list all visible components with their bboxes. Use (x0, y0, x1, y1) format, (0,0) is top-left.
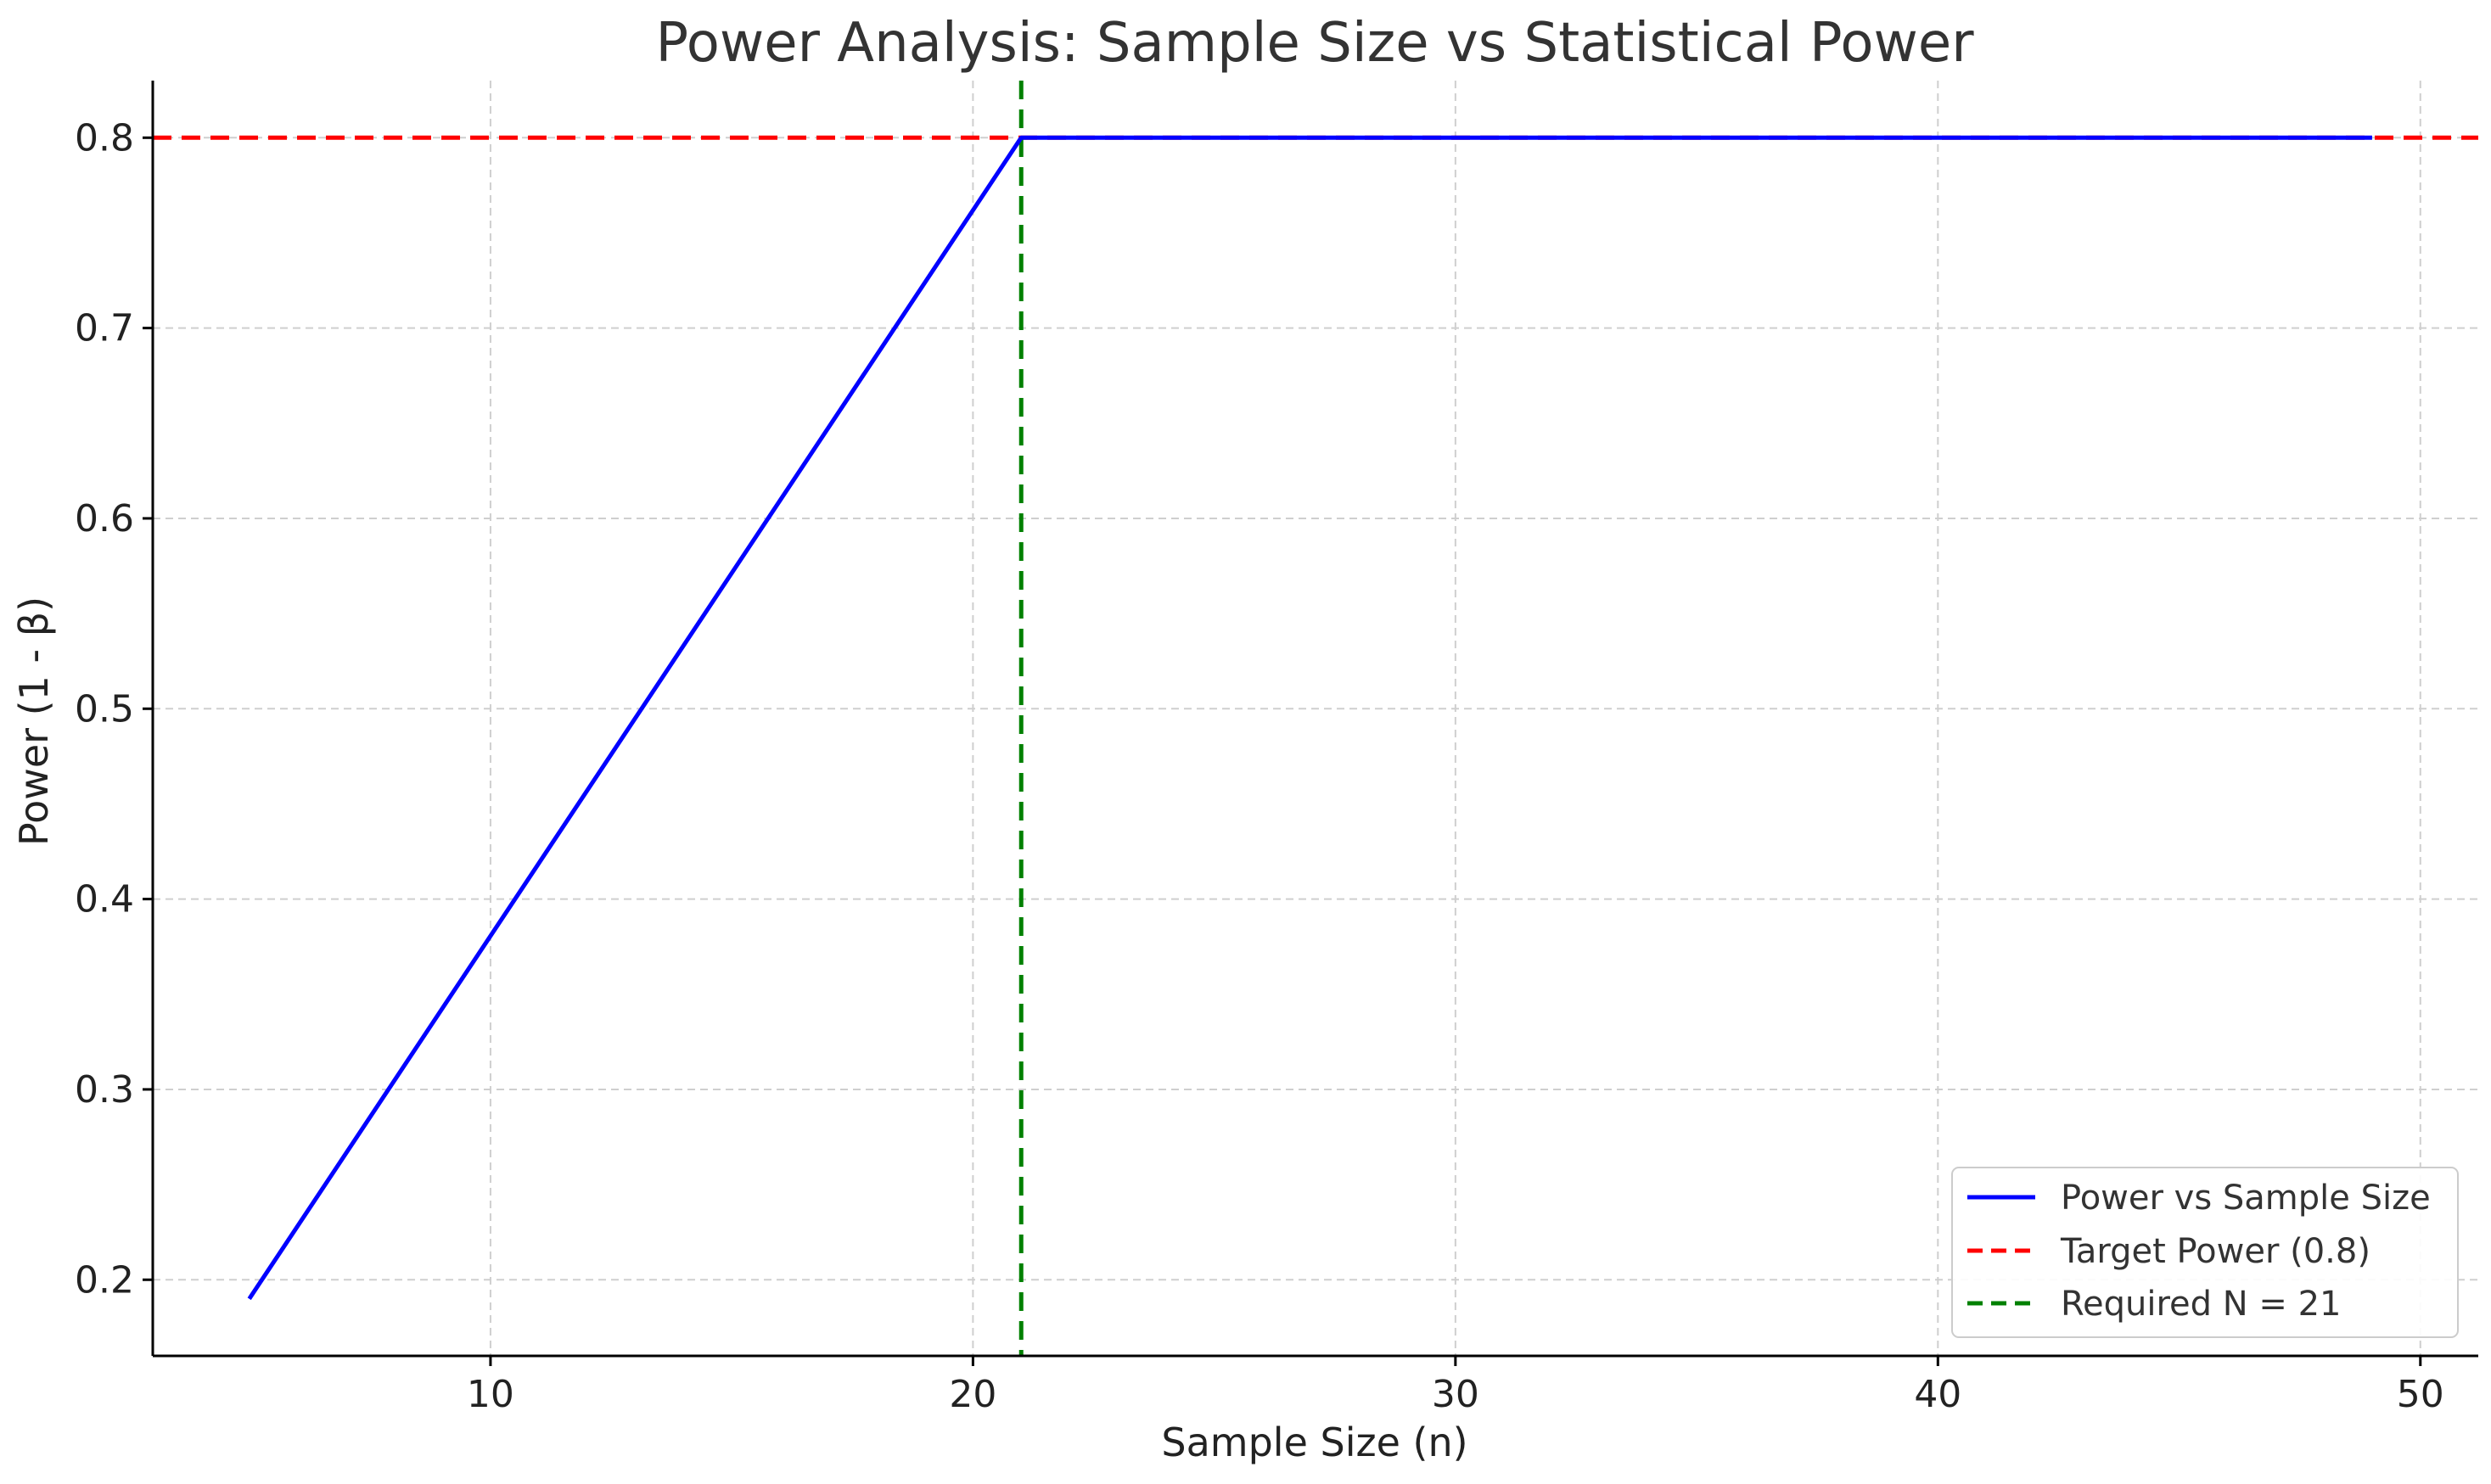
legend: Power vs Sample Size Target Power (0.8) … (1951, 1167, 2459, 1338)
y-tick-label: 0.2 (75, 1258, 134, 1302)
x-tick-label: 10 (467, 1373, 514, 1416)
ticks-layer: 10 20 30 40 50 0.2 0.3 0.4 0.5 0.6 0.7 0.8 (75, 116, 2444, 1416)
y-axis-label: Power (1 - β) (11, 596, 57, 846)
legend-box (1951, 1167, 2459, 1338)
y-tick-label: 0.6 (75, 497, 134, 540)
x-tick-label: 20 (949, 1373, 996, 1416)
x-axis-label: Sample Size (n) (1161, 1420, 1467, 1465)
y-tick-label: 0.3 (75, 1068, 134, 1112)
legend-label-power: Power vs Sample Size (2061, 1179, 2431, 1218)
power-series-line (247, 135, 2372, 1301)
x-tick-label: 50 (2397, 1373, 2444, 1416)
y-tick-label: 0.7 (75, 307, 134, 350)
legend-label-required-n: Required N = 21 (2061, 1285, 2342, 1324)
y-tick-label: 0.4 (75, 878, 134, 921)
grid-layer (153, 81, 2478, 1356)
y-tick-label: 0.5 (75, 687, 134, 731)
chart-title: Power Analysis: Sample Size vs Statistic… (655, 12, 1974, 75)
x-tick-label: 30 (1432, 1373, 1479, 1416)
legend-label-target: Target Power (0.8) (2060, 1232, 2370, 1271)
reference-lines (153, 81, 2478, 1356)
series-layer (247, 135, 2372, 1301)
axes-layer (151, 81, 2478, 1358)
x-tick-label: 40 (1914, 1373, 1961, 1416)
y-tick-label: 0.8 (75, 116, 134, 160)
